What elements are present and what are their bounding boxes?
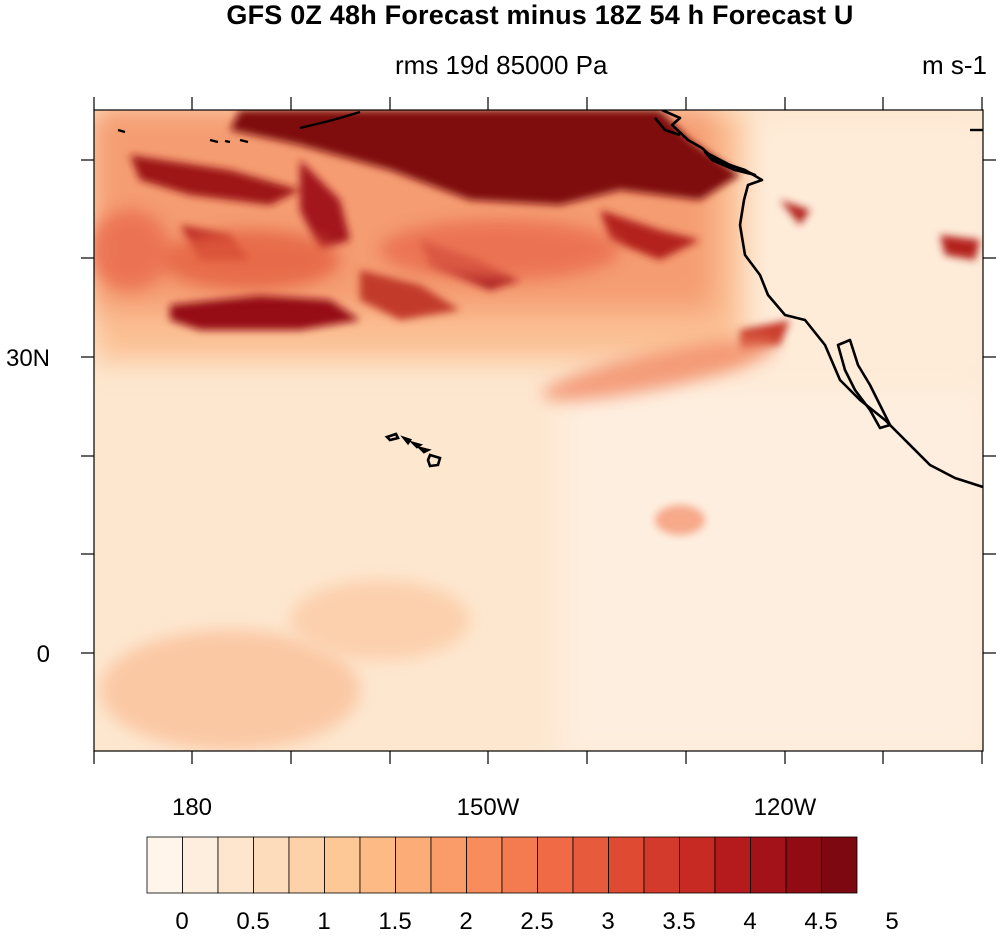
colorbar-label: 4 <box>743 908 756 935</box>
colorbar <box>146 836 858 894</box>
baja-california <box>836 338 892 430</box>
colorbar-swatch <box>679 836 716 894</box>
colorbar-swatch <box>643 836 680 894</box>
colorbar-label: 0.5 <box>236 908 269 935</box>
colorbar-swatch <box>501 836 538 894</box>
lat-ticks <box>81 159 996 654</box>
colorbar-labels: 0 0.5 1 1.5 2 2.5 3 3.5 4 4.5 5 <box>175 908 898 935</box>
lon-label-120w: 120W <box>754 794 817 821</box>
colorbar-label: 1.5 <box>378 908 411 935</box>
colorbar-label: 5 <box>885 908 898 935</box>
hawaii-islands <box>384 432 442 468</box>
colorbar-label: 0 <box>175 908 188 935</box>
coastlines <box>654 110 983 489</box>
map-title: GFS 0Z 48h Forecast minus 18Z 54 h Forec… <box>226 0 854 30</box>
colorbar-label: 2.5 <box>520 908 553 935</box>
colorbar-swatch <box>253 836 290 894</box>
units-label: m s-1 <box>922 50 987 80</box>
vancouver-island <box>703 150 757 177</box>
lat-label-30n: 30N <box>6 345 50 372</box>
colorbar-swatch <box>821 836 858 894</box>
field-plot-area <box>94 110 983 751</box>
colorbar-swatch <box>750 836 787 894</box>
lat-label-0: 0 <box>37 641 50 668</box>
map-frame <box>93 109 984 752</box>
colorbar-swatch <box>324 836 361 894</box>
lon-label-180: 180 <box>172 794 212 821</box>
colorbar-label: 3.5 <box>662 908 695 935</box>
colorbar-swatch <box>395 836 432 894</box>
colorbar-label: 1 <box>317 908 330 935</box>
colorbar-label: 3 <box>601 908 614 935</box>
colorbar-label: 2 <box>459 908 472 935</box>
map-subtitle-left: rms 19d 85000 Pa <box>395 50 608 80</box>
lon-ticks <box>93 97 983 764</box>
colorbar-swatch <box>714 836 751 894</box>
colorbar-swatch <box>359 836 396 894</box>
colorbar-swatch <box>146 836 183 894</box>
colorbar-swatch <box>430 836 467 894</box>
colorbar-swatch <box>537 836 574 894</box>
colorbar-swatch <box>288 836 325 894</box>
colorbar-swatch <box>572 836 609 894</box>
colorbar-label: 4.5 <box>804 908 837 935</box>
colorbar-swatch <box>466 836 503 894</box>
lon-label-150w: 150W <box>457 794 520 821</box>
aleutian-islands <box>117 110 983 144</box>
moderate-difference-swirls <box>94 210 778 401</box>
colorbar-swatch <box>608 836 645 894</box>
colorbar-swatch <box>182 836 219 894</box>
colorbar-swatch <box>217 836 254 894</box>
alaska-coast <box>654 117 681 137</box>
colorbar-swatch <box>785 836 822 894</box>
